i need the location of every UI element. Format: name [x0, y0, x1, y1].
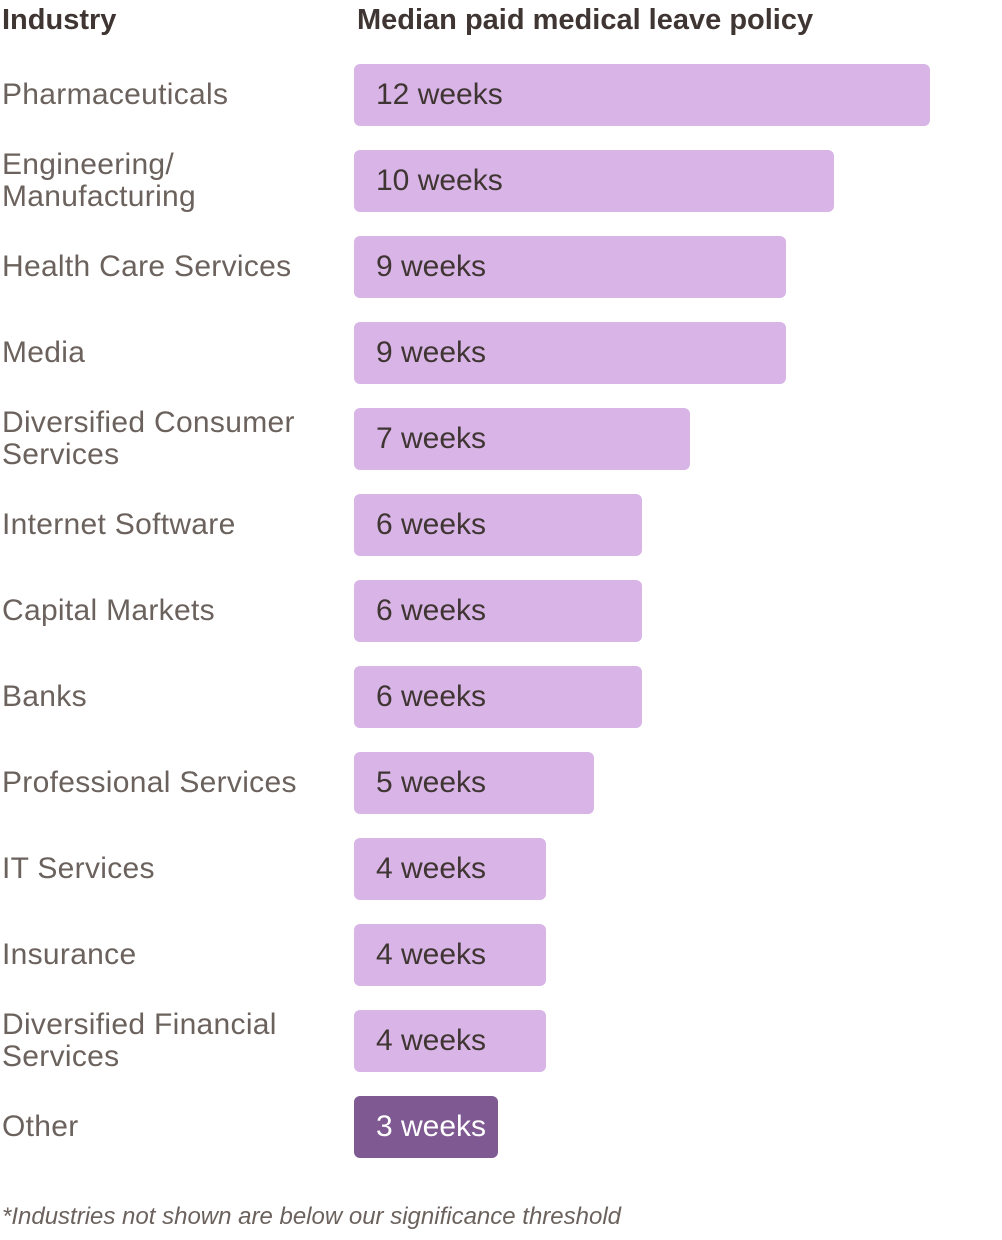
- bar-row: Internet Software 6 weeks: [0, 494, 1002, 556]
- bar: 6 weeks: [354, 494, 642, 556]
- bar-row: Media 9 weeks: [0, 322, 1002, 384]
- bar-value-label: 6 weeks: [376, 680, 487, 713]
- bar-row: Health Care Services 9 weeks: [0, 236, 1002, 298]
- category-label: Pharmaceuticals: [2, 78, 229, 111]
- bar-row: Banks 6 weeks: [0, 666, 1002, 728]
- bar: 12 weeks: [354, 64, 930, 126]
- category-label: IT Services: [2, 852, 155, 885]
- bar-value-label: 6 weeks: [376, 594, 487, 627]
- bar-value-label: 9 weeks: [376, 336, 487, 369]
- bar: 5 weeks: [354, 752, 594, 814]
- bar-row: Capital Markets 6 weeks: [0, 580, 1002, 642]
- bar: 4 weeks: [354, 1010, 546, 1072]
- bar-row: Pharmaceuticals 12 weeks: [0, 64, 1002, 126]
- bar-value-label: 4 weeks: [376, 1024, 487, 1057]
- bar: 6 weeks: [354, 580, 642, 642]
- category-label: Diversified Financial Services: [2, 1008, 277, 1073]
- bar-value-label: 4 weeks: [376, 938, 487, 971]
- footnote: *Industries not shown are below our sign…: [2, 1203, 622, 1230]
- bar-value-label: 3 weeks: [376, 1110, 487, 1143]
- bar: 4 weeks: [354, 838, 546, 900]
- bar-value-label: 4 weeks: [376, 852, 487, 885]
- bar-value-label: 5 weeks: [376, 766, 487, 799]
- bar-row: Diversified Consumer Services 7 weeks: [0, 406, 1002, 471]
- category-label: Internet Software: [2, 508, 236, 541]
- bar: 6 weeks: [354, 666, 642, 728]
- bar: 10 weeks: [354, 150, 834, 212]
- bar-row: Engineering/ Manufacturing 10 weeks: [0, 148, 1002, 213]
- category-label: Engineering/ Manufacturing: [2, 148, 197, 213]
- category-label: Health Care Services: [2, 250, 292, 283]
- header-industry: Industry: [2, 4, 117, 36]
- category-label: Insurance: [2, 938, 137, 971]
- bar: 9 weeks: [354, 322, 786, 384]
- category-label: Banks: [2, 680, 87, 713]
- bar-value-label: 6 weeks: [376, 508, 487, 541]
- bar: 9 weeks: [354, 236, 786, 298]
- bar-row: Professional Services 5 weeks: [0, 752, 1002, 814]
- bar: 4 weeks: [354, 924, 546, 986]
- bar: 7 weeks: [354, 408, 690, 470]
- bar-row: Insurance 4 weeks: [0, 924, 1002, 986]
- category-label: Other: [2, 1110, 79, 1143]
- bar-value-label: 12 weeks: [376, 78, 503, 111]
- bar-row: IT Services 4 weeks: [0, 838, 1002, 900]
- bar-chart: Pharmaceuticals 12 weeks Engineering/ Manu…: [0, 64, 1002, 1158]
- category-label: Professional Services: [2, 766, 297, 799]
- bar-value-label: 10 weeks: [376, 164, 503, 197]
- bar: 3 weeks: [354, 1096, 498, 1158]
- category-label: Diversified Consumer Services: [2, 406, 295, 471]
- bar-row: Other 3 weeks: [0, 1096, 1002, 1158]
- bar-value-label: 9 weeks: [376, 250, 487, 283]
- bar-row: Diversified Financial Services 4 weeks: [0, 1008, 1002, 1073]
- category-label: Media: [2, 336, 86, 369]
- header-policy: Median paid medical leave policy: [357, 4, 814, 36]
- bar-value-label: 7 weeks: [376, 422, 487, 455]
- category-label: Capital Markets: [2, 594, 215, 627]
